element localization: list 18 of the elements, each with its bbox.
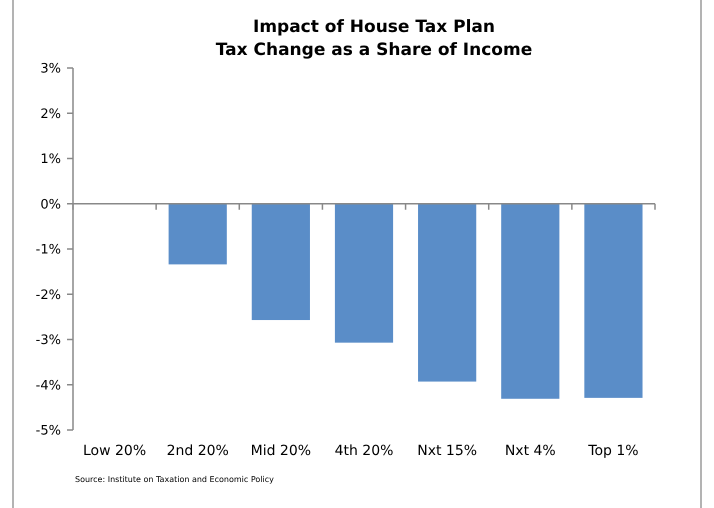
y-tick-label: 2% (40, 106, 61, 122)
y-tick-label: -3% (36, 333, 61, 348)
x-tick-label: Nxt 4% (504, 443, 556, 459)
x-tick-label: 2nd 20% (166, 443, 229, 459)
y-tick-label: 1% (40, 152, 61, 168)
y-tick-label: -5% (36, 424, 61, 439)
chart-title: Impact of House Tax Plan Tax Change as a Share of Income (216, 17, 532, 60)
x-tick-label: Low 20% (83, 443, 146, 459)
y-tick-label: -2% (36, 288, 61, 303)
y-tick-label: 3% (40, 62, 61, 77)
y-tick-label: -4% (36, 378, 61, 394)
x-tick-label: Mid 20% (250, 443, 312, 459)
x-tick-label: Top 1% (587, 443, 639, 459)
source-note: Source: Institute on Taxation and Economic Policy (75, 475, 274, 484)
x-tick-label: Nxt 15% (417, 443, 478, 459)
x-tick-label: 4th 20% (334, 443, 394, 459)
y-tick-label: 0% (40, 197, 61, 212)
y-tick-label: -1% (36, 242, 61, 258)
